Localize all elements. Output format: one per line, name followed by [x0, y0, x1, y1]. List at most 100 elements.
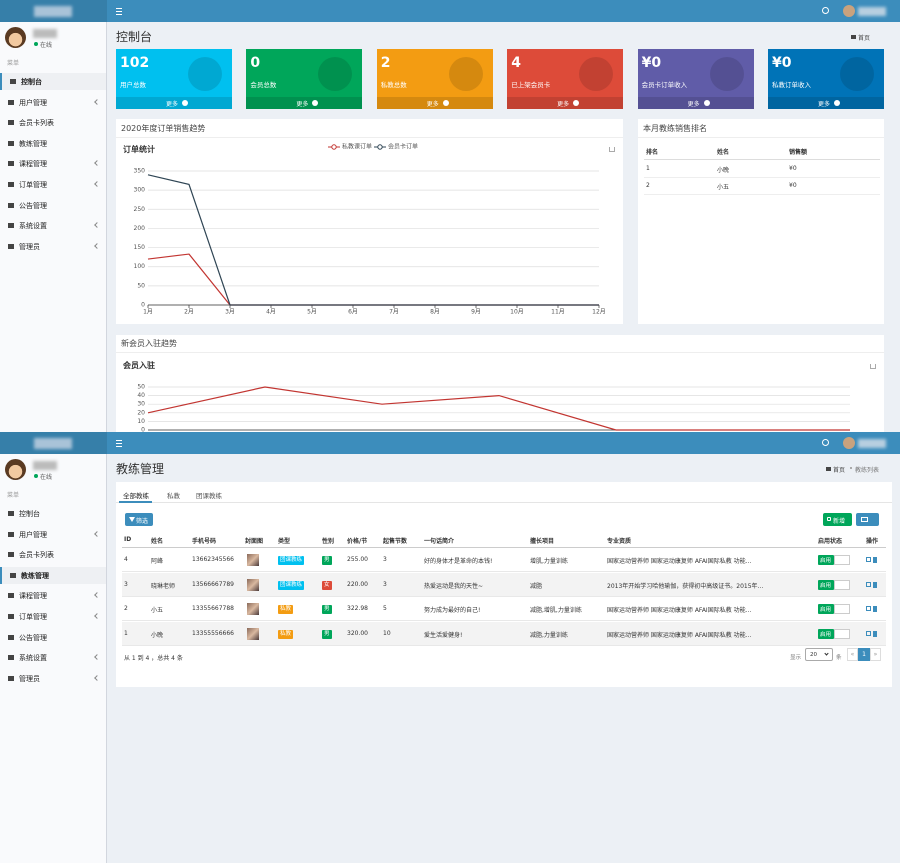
status-dot	[34, 474, 38, 478]
delete-icon[interactable]	[873, 606, 877, 612]
table-cell: ¥0	[789, 165, 797, 172]
table-cell: 13662345566	[192, 556, 234, 563]
status-label: 启用	[820, 607, 832, 613]
refresh-icon[interactable]	[822, 439, 829, 446]
menu-item[interactable]: 系统设置	[0, 649, 106, 666]
menu-toggle[interactable]	[116, 14, 122, 15]
tab[interactable]: 团课教练	[196, 492, 222, 500]
menu-item[interactable]: 控制台	[0, 73, 106, 90]
menu-header: 菜单	[7, 60, 20, 67]
menu-item[interactable]: 订单管理	[0, 176, 106, 193]
navbar	[107, 432, 900, 454]
home-icon	[826, 467, 831, 471]
card-footer[interactable]: 更多	[637, 97, 754, 109]
status-label: 启用	[820, 631, 832, 638]
table-cell: 国家运动营养师 国家运动康复师 AFAI国际私教 功能...	[607, 607, 752, 614]
table-header: 销售额	[789, 149, 808, 156]
menu-toggle[interactable]	[116, 440, 122, 441]
tab-rule	[116, 502, 892, 503]
column-header: 类型	[278, 538, 291, 545]
menu-item[interactable]: 会员卡列表	[0, 114, 106, 131]
user-name	[858, 439, 886, 448]
header-rule	[122, 547, 886, 548]
edit-icon[interactable]	[866, 630, 871, 636]
menu-item[interactable]: 用户管理	[0, 526, 106, 543]
card-icon	[318, 57, 353, 91]
tab[interactable]: 私教	[167, 492, 180, 500]
column-header[interactable]: ID	[124, 536, 132, 543]
card-more: 更多	[426, 101, 439, 108]
menu-item[interactable]: 用户管理	[0, 94, 106, 111]
table-row: 1 小晚 13355556666 私教 男 320.00 10 爱生活爱健身! 减脂,力量训练 国…	[122, 621, 886, 646]
menu-item[interactable]: 教练管理	[0, 566, 106, 584]
menu-item[interactable]: 会员卡列表	[0, 546, 106, 563]
delete-icon[interactable]	[873, 630, 877, 637]
type-badge: 团课教练	[278, 580, 305, 590]
card-label: 私教订单收入	[772, 81, 811, 89]
download-icon[interactable]	[609, 147, 615, 152]
user-avatar[interactable]	[843, 5, 855, 17]
menu-item[interactable]: 管理员	[0, 670, 106, 687]
edit-icon[interactable]	[866, 606, 871, 611]
refresh-icon[interactable]	[822, 7, 829, 14]
breadcrumb[interactable]: 首页	[833, 467, 846, 474]
status-toggle[interactable]	[834, 628, 850, 639]
delete-icon[interactable]	[873, 581, 877, 588]
chart-title: 订单统计	[123, 145, 155, 154]
table-cell: ¥0	[789, 182, 797, 189]
menu-toggle[interactable]	[116, 11, 122, 12]
download-icon[interactable]	[870, 364, 876, 369]
user-avatar[interactable]	[843, 437, 855, 449]
stat-card: 102 用户总数 更多	[116, 49, 232, 109]
menu-item[interactable]: 系统设置	[0, 217, 106, 234]
status-toggle[interactable]	[834, 604, 850, 614]
status: 在线	[40, 474, 53, 481]
delete-icon[interactable]	[873, 557, 877, 563]
card-footer[interactable]: 更多	[507, 97, 624, 109]
menu-icon	[8, 531, 14, 537]
current-page[interactable]: 1	[858, 648, 870, 661]
menu-item[interactable]: 管理员	[0, 238, 106, 255]
logo	[34, 438, 72, 449]
next-page[interactable]: »	[870, 648, 881, 661]
more-icon	[442, 100, 449, 106]
menu-item[interactable]: 教练管理	[0, 135, 106, 152]
menu-icon	[10, 79, 16, 84]
menu-item[interactable]: 订单管理	[0, 608, 106, 625]
tab[interactable]: 全部教练	[123, 492, 149, 500]
status-toggle[interactable]	[834, 555, 850, 565]
add-button[interactable]: 新增	[823, 513, 852, 526]
menu-item[interactable]: 课程管理	[0, 587, 106, 604]
menu-item[interactable]: 公告管理	[0, 197, 106, 214]
page-size-value: 20	[810, 652, 817, 658]
status-toggle[interactable]	[834, 579, 850, 590]
card-footer[interactable]: 更多	[376, 97, 493, 109]
table-cell: 10	[383, 629, 391, 637]
columns-button[interactable]	[856, 513, 879, 526]
stat-card: 2 私教总数 更多	[376, 49, 493, 109]
table-cell: 1	[124, 629, 128, 637]
type-label: 团课教练	[280, 581, 303, 588]
edit-icon[interactable]	[866, 557, 871, 562]
menu-toggle[interactable]	[116, 443, 122, 444]
card-footer[interactable]: 更多	[246, 97, 363, 109]
edit-icon[interactable]	[866, 581, 871, 587]
menu-toggle[interactable]	[116, 8, 122, 9]
menu-item[interactable]: 公告管理	[0, 629, 106, 646]
menu-label: 系统设置	[19, 222, 47, 231]
breadcrumb[interactable]: 首页	[858, 35, 871, 42]
table-cell: 3	[124, 580, 128, 588]
avatar	[5, 459, 26, 480]
home-icon	[851, 35, 856, 39]
filter-button[interactable]: 筛选	[125, 513, 153, 526]
header-rule	[644, 159, 880, 160]
card-footer[interactable]: 更多	[116, 97, 232, 109]
table-cell: 小晚	[717, 167, 730, 174]
prev-page[interactable]: «	[847, 648, 858, 661]
menu-item[interactable]: 控制台	[0, 505, 106, 522]
menu-item[interactable]: 课程管理	[0, 155, 106, 172]
menu-toggle[interactable]	[116, 446, 122, 447]
page-size-select[interactable]: 20	[805, 648, 833, 661]
card-footer[interactable]: 更多	[768, 97, 884, 109]
